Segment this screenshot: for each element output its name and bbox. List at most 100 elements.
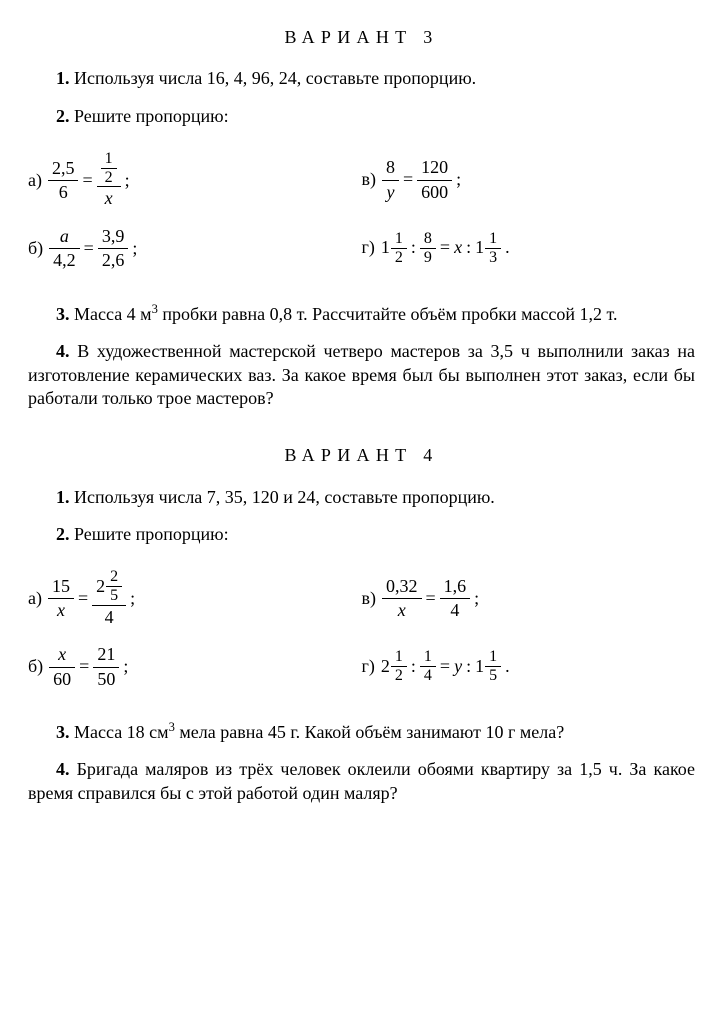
v3-p4: 4. В художественной мастерской четверо м… xyxy=(28,340,695,410)
frac-v-rhs: 120 600 xyxy=(417,156,452,204)
v4-a-rhs: 2 2 5 4 xyxy=(92,568,126,629)
v4-b-lhs: x 60 xyxy=(49,643,75,691)
v4-g-r-bot: 5 xyxy=(485,667,501,685)
v4-v-tail: ; xyxy=(474,587,479,610)
v4-v-lhs-top: 0,32 xyxy=(382,575,422,599)
b-eq: = xyxy=(84,237,94,260)
g-l-whole: 1 xyxy=(381,236,390,259)
v3-p4-num: 4. xyxy=(56,341,70,361)
v3-col-left: а) 2,5 6 = 1 2 x ; б) a 4,2 xyxy=(28,142,362,287)
v4-a-rhs-nt: 2 xyxy=(106,568,122,587)
g-colon1: : xyxy=(411,236,416,259)
v4-p1: 1. Используя числа 7, 35, 120 и 24, сост… xyxy=(28,486,695,509)
v4-a-lhs: 15 x xyxy=(48,575,74,623)
v4-b-lhs-bot: 60 xyxy=(49,668,75,691)
b-tail: ; xyxy=(132,237,137,260)
v4-p3: 3. Масса 18 см3 мела равна 45 г. Какой о… xyxy=(28,719,695,744)
g-colon2: : xyxy=(466,236,471,259)
v3-p1: 1. Используя числа 16, 4, 96, 24, состав… xyxy=(28,67,695,90)
v3-p3-pre: Масса 4 м xyxy=(74,304,152,324)
v4-p2-b: б) x 60 = 21 50 ; xyxy=(28,637,362,697)
v4-b-eq: = xyxy=(79,655,89,678)
frac-a-lhs: 2,5 6 xyxy=(48,157,79,205)
g-r-frac: 1 3 xyxy=(485,230,501,266)
v3-p2-subs: а) 2,5 6 = 1 2 x ; б) a 4,2 xyxy=(28,142,695,287)
g-m-top: 8 xyxy=(420,230,436,249)
b-lhs-bot: 4,2 xyxy=(49,249,80,272)
v4-g-tail: . xyxy=(505,655,510,678)
frac-b-lhs: a 4,2 xyxy=(49,225,80,273)
v4-label-g: г) xyxy=(362,655,375,678)
v4-b-rhs-bot: 50 xyxy=(93,668,119,691)
g-l-bot: 2 xyxy=(391,249,407,267)
g-l-top: 1 xyxy=(391,230,407,249)
v4-col-left: а) 15 x = 2 2 5 4 ; xyxy=(28,560,362,705)
v4-g-r-frac: 1 5 xyxy=(485,648,501,684)
v3-p2-g: г) 1 1 2 : 8 9 = x : 1 1 3 xyxy=(362,218,696,278)
v4-g-l-top: 1 xyxy=(391,648,407,667)
g-eq: = xyxy=(440,236,450,259)
v4-g-y: y xyxy=(454,655,462,678)
v-rhs-bot: 600 xyxy=(417,181,452,204)
v3-p3-post: пробки равна 0,8 т. Рассчитайте объём пр… xyxy=(158,304,618,324)
v-eq: = xyxy=(403,168,413,191)
v4-a-lhs-bot: x xyxy=(48,599,74,622)
frac-a-rhs: 1 2 x xyxy=(97,150,121,211)
a-lhs-top: 2,5 xyxy=(48,157,79,181)
v4-a-rhs-mixed: 2 2 5 xyxy=(96,568,122,604)
v4-b-tail: ; xyxy=(123,655,128,678)
v4-v-lhs: 0,32 x xyxy=(382,575,422,623)
g-tail: . xyxy=(505,236,510,259)
v4-v-lhs-bot: x xyxy=(382,599,422,622)
v3-p1-num: 1. xyxy=(56,68,70,88)
label-b: б) xyxy=(28,237,43,260)
v4-p1-text: Используя числа 7, 35, 120 и 24, составь… xyxy=(74,487,495,507)
v4-p4: 4. Бригада маляров из трёх человек оклеи… xyxy=(28,758,695,805)
v-rhs-top: 120 xyxy=(417,156,452,180)
v4-p2-subs: а) 15 x = 2 2 5 4 ; xyxy=(28,560,695,705)
v4-p2-a: а) 15 x = 2 2 5 4 ; xyxy=(28,568,362,629)
v4-g-eq: = xyxy=(440,655,450,678)
v4-col-right: в) 0,32 x = 1,6 4 ; г) 2 1 2 : xyxy=(362,560,696,705)
g-r-whole: 1 xyxy=(475,236,484,259)
v3-p2-v: в) 8 y = 120 600 ; xyxy=(362,150,696,210)
b-lhs-top: a xyxy=(49,225,80,249)
v3-col-right: в) 8 y = 120 600 ; г) 1 1 2 : xyxy=(362,142,696,287)
v4-g-m-top: 1 xyxy=(420,648,436,667)
v3-p2-num: 2. xyxy=(56,106,70,126)
label-v: в) xyxy=(362,168,377,191)
v4-b-rhs: 21 50 xyxy=(93,643,119,691)
variant4-title: ВАРИАНТ 4 xyxy=(28,444,695,467)
v4-g-r-top: 1 xyxy=(485,648,501,667)
v-tail: ; xyxy=(456,168,461,191)
v4-label-b: б) xyxy=(28,655,43,678)
v4-label-v: в) xyxy=(362,587,377,610)
v4-p4-num: 4. xyxy=(56,759,70,779)
a-rhs-bot: x xyxy=(97,187,121,210)
g-right-mixed: 1 1 3 xyxy=(475,230,501,266)
v4-v-rhs: 1,6 4 xyxy=(440,575,471,623)
label-a: а) xyxy=(28,169,42,192)
v4-v-rhs-top: 1,6 xyxy=(440,575,471,599)
v3-p2-head: 2. Решите пропорцию: xyxy=(28,105,695,128)
a-lhs-bot: 6 xyxy=(48,181,79,204)
v4-a-eq: = xyxy=(78,587,88,610)
v4-a-lhs-top: 15 xyxy=(48,575,74,599)
v4-b-rhs-top: 21 xyxy=(93,643,119,667)
v4-p3-post: мела равна 45 г. Какой объём занимают 10… xyxy=(175,722,564,742)
v4-g-l-frac: 1 2 xyxy=(391,648,407,684)
v4-v-rhs-bot: 4 xyxy=(440,599,471,622)
frac-b-rhs: 3,9 2,6 xyxy=(98,225,129,273)
v3-p1-text: Используя числа 16, 4, 96, 24, составьте… xyxy=(74,68,476,88)
a-rhs-nested: 1 2 xyxy=(101,150,117,186)
v4-g-mid-frac: 1 4 xyxy=(420,648,436,684)
v4-g-colon2: : xyxy=(466,655,471,678)
v4-p3-num: 3. xyxy=(56,722,70,742)
a-eq: = xyxy=(82,169,92,192)
a-rhs-top: 1 2 xyxy=(97,150,121,187)
v4-g-l-bot: 2 xyxy=(391,667,407,685)
v-lhs-bot: y xyxy=(382,181,399,204)
a-tail: ; xyxy=(125,169,130,192)
g-r-bot: 3 xyxy=(485,249,501,267)
v3-p3-num: 3. xyxy=(56,304,70,324)
